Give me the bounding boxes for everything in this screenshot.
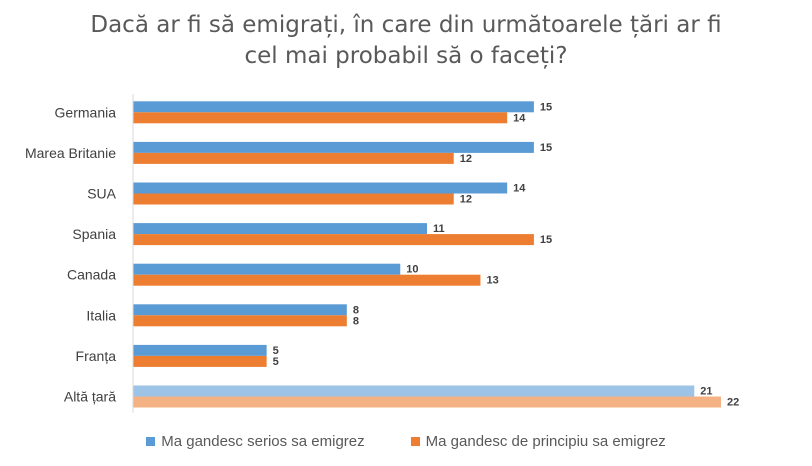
category-label: Italia bbox=[86, 307, 116, 323]
bar-principiu bbox=[133, 315, 347, 327]
chart-legend: Ma gandesc serios sa emigrez Ma gandesc … bbox=[0, 433, 812, 450]
data-label: 15 bbox=[540, 234, 552, 246]
data-label: 12 bbox=[460, 153, 472, 165]
legend-label-serios: Ma gandesc serios sa emigrez bbox=[161, 433, 365, 450]
bar-principiu bbox=[133, 355, 267, 367]
data-label: 12 bbox=[460, 194, 472, 206]
legend-item-serios: Ma gandesc serios sa emigrez bbox=[146, 433, 365, 450]
data-label: 10 bbox=[406, 264, 418, 276]
data-label: 5 bbox=[273, 356, 279, 368]
bar-serios bbox=[133, 263, 401, 275]
bar-principiu bbox=[133, 234, 534, 246]
chart-title-line-2: cel mai probabil să o faceți? bbox=[244, 43, 568, 69]
data-label: 8 bbox=[353, 315, 359, 327]
bar-principiu bbox=[133, 274, 481, 286]
data-label: 8 bbox=[353, 304, 359, 316]
bar-principiu bbox=[133, 193, 454, 205]
bar-serios bbox=[133, 223, 427, 235]
category-label: Altă țară bbox=[64, 389, 116, 405]
bar-principiu bbox=[133, 112, 508, 124]
bar-serios bbox=[133, 182, 508, 194]
category-label: Spania bbox=[72, 226, 116, 242]
data-label: 13 bbox=[486, 275, 498, 287]
legend-item-principiu: Ma gandesc de principiu sa emigrez bbox=[410, 433, 666, 450]
data-label: 14 bbox=[513, 183, 526, 195]
bar-serios bbox=[133, 304, 347, 316]
data-label: 22 bbox=[727, 397, 739, 409]
legend-swatch-principiu bbox=[410, 437, 420, 446]
data-label: 15 bbox=[540, 142, 552, 154]
bar-serios bbox=[133, 141, 534, 153]
bar-serios bbox=[133, 101, 534, 113]
data-label: 5 bbox=[273, 345, 279, 357]
category-label: SUA bbox=[87, 186, 116, 202]
category-label: Marea Britanie bbox=[25, 145, 116, 161]
data-label: 21 bbox=[700, 386, 712, 398]
bar-serios bbox=[133, 385, 695, 397]
legend-swatch-serios bbox=[146, 437, 156, 446]
legend-label-principiu: Ma gandesc de principiu sa emigrez bbox=[425, 433, 666, 450]
data-label: 15 bbox=[540, 101, 552, 113]
chart-title-line-1: Dacă ar fi să emigrați, în care din urmă… bbox=[90, 12, 722, 38]
category-label: Canada bbox=[67, 267, 116, 283]
category-label: Franța bbox=[76, 348, 117, 364]
data-label: 14 bbox=[513, 112, 526, 124]
bar-principiu bbox=[133, 152, 454, 164]
category-label: Germania bbox=[55, 104, 117, 120]
chart-title: Dacă ar fi să emigrați, în care din urmă… bbox=[0, 10, 812, 72]
data-label: 11 bbox=[433, 223, 445, 235]
bar-serios bbox=[133, 344, 267, 356]
bar-principiu bbox=[133, 396, 721, 408]
